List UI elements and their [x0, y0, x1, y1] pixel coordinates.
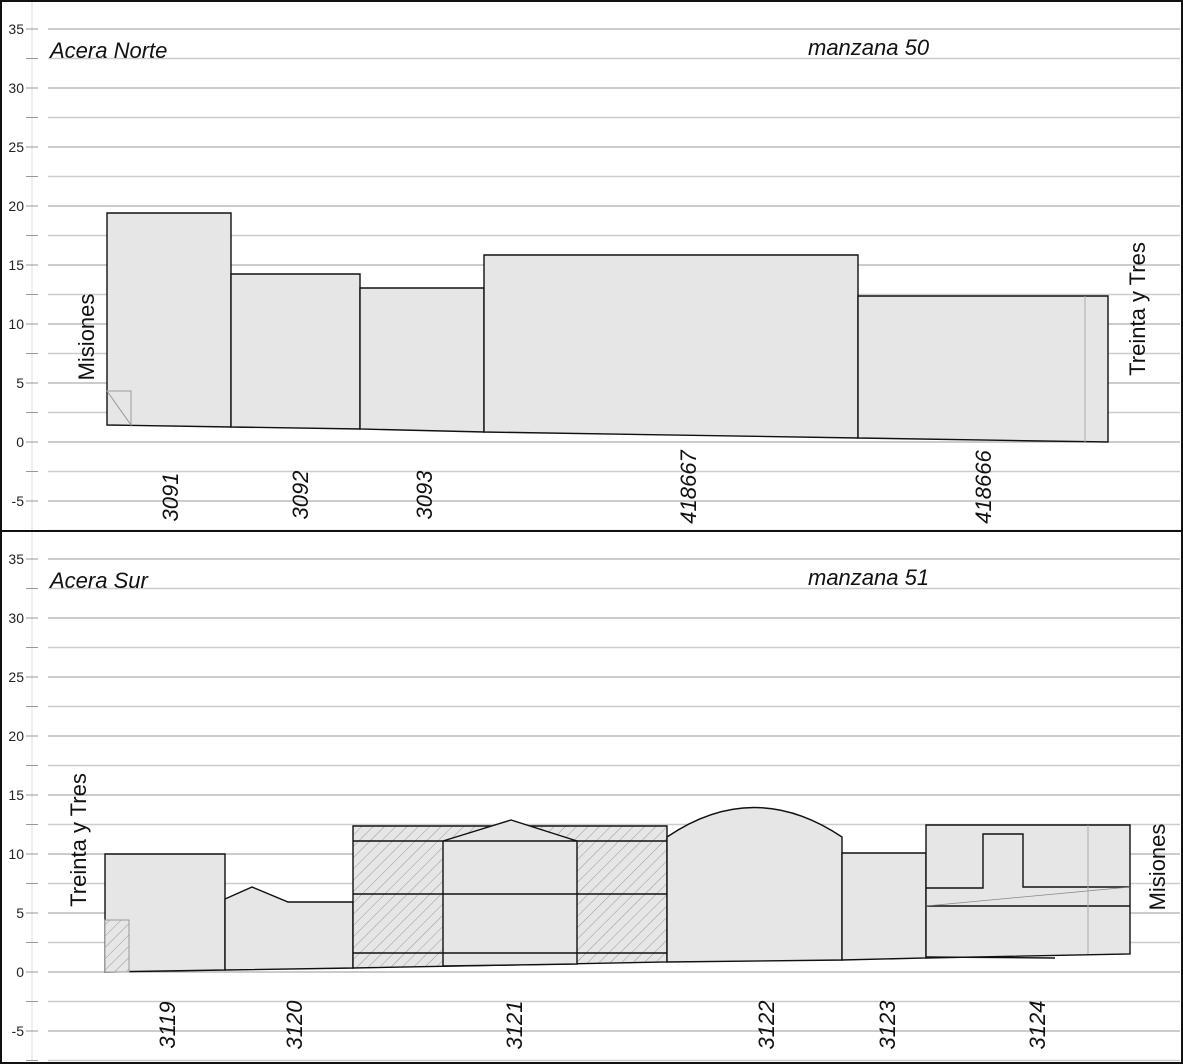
y-tick-label: 25	[8, 139, 24, 155]
lot-label: 418666	[971, 450, 996, 524]
lot-label: 3122	[754, 1001, 779, 1050]
south-panel: 35 30 25 20 15 10 5 0 -5	[8, 529, 1180, 1062]
annex-3119	[104, 919, 130, 973]
y-tick-label: -5	[12, 493, 25, 509]
y-tick-label: 15	[8, 787, 24, 803]
north-street-left: Misiones	[74, 294, 99, 381]
y-tick-label: 35	[8, 21, 24, 37]
building-3123	[841, 852, 927, 961]
y-tick-label: 5	[16, 905, 24, 921]
building-3091	[106, 212, 232, 428]
south-street-right: Misiones	[1145, 824, 1170, 911]
y-tick-label: 10	[8, 316, 24, 332]
lot-label: 3093	[412, 470, 437, 520]
building-418667	[483, 254, 859, 439]
building-3093	[359, 287, 485, 433]
building-3120	[224, 886, 354, 971]
building-418666	[857, 295, 1109, 443]
building-3092	[230, 273, 361, 430]
building-3124	[925, 824, 1131, 959]
y-tick-label: 15	[8, 257, 24, 273]
y-tick-label: 35	[8, 551, 24, 567]
y-tick-label: 0	[16, 964, 24, 980]
lot-label: 3092	[288, 471, 313, 520]
south-title: Acera Sur	[48, 568, 149, 593]
lot-label: 3121	[502, 1001, 527, 1050]
south-block-label: manzana 51	[808, 565, 929, 590]
y-tick-label: 30	[8, 610, 24, 626]
annex-3091	[106, 390, 132, 427]
south-street-left: Treinta y Tres	[66, 773, 91, 907]
lot-label: 3123	[875, 1000, 900, 1050]
lot-label: 418667	[676, 450, 701, 524]
y-tick-label: 10	[8, 846, 24, 862]
north-street-right: Treinta y Tres	[1125, 242, 1150, 376]
y-tick-label: 0	[16, 434, 24, 450]
y-tick-label: -5	[12, 1023, 25, 1039]
lot-label: 3120	[282, 1000, 307, 1050]
building-3122	[666, 806, 843, 963]
y-tick-label: 30	[8, 80, 24, 96]
y-tick-label: 5	[16, 375, 24, 391]
lot-label: 3091	[158, 473, 183, 522]
y-tick-label: 20	[8, 198, 24, 214]
lot-label: 3119	[155, 1001, 180, 1048]
y-tick-label: 25	[8, 669, 24, 685]
south-buildings	[104, 806, 1131, 973]
lot-label: 3124	[1025, 1001, 1050, 1050]
y-tick-label: 20	[8, 728, 24, 744]
north-buildings	[106, 212, 1109, 443]
north-title: Acera Norte	[48, 38, 167, 63]
building-3121-center	[442, 819, 578, 967]
north-block-label: manzana 50	[808, 35, 930, 60]
